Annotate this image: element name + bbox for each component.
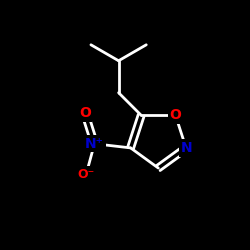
Text: O: O bbox=[170, 108, 181, 122]
Text: O: O bbox=[79, 106, 91, 120]
Text: O⁻: O⁻ bbox=[78, 168, 95, 181]
Text: N: N bbox=[180, 141, 192, 155]
Text: N⁺: N⁺ bbox=[85, 137, 104, 151]
